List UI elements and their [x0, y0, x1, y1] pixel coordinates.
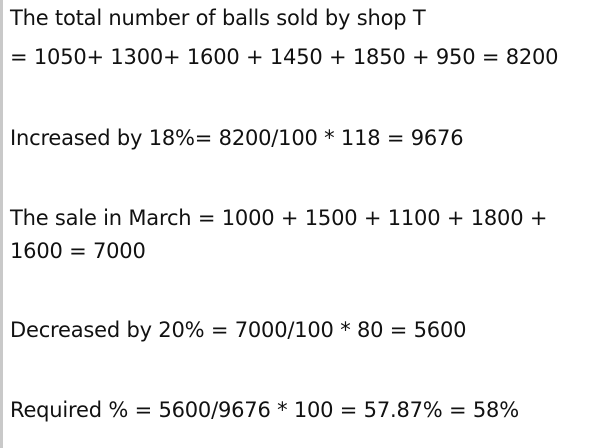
total-balls-heading: The total number of balls sold by shop T — [10, 6, 426, 30]
left-border — [0, 0, 3, 448]
increase-calculation: Increased by 18%= 8200/100 * 118 = 9676 — [10, 126, 464, 150]
total-balls-sum: = 1050+ 1300+ 1600 + 1450 + 1850 + 950 =… — [10, 45, 559, 69]
march-sale-line-1: The sale in March = 1000 + 1500 + 1100 +… — [10, 206, 548, 230]
decrease-calculation: Decreased by 20% = 7000/100 * 80 = 5600 — [10, 318, 467, 342]
required-percentage: Required % = 5600/9676 * 100 = 57.87% = … — [10, 398, 519, 422]
march-sale-line-2: 1600 = 7000 — [10, 239, 146, 263]
